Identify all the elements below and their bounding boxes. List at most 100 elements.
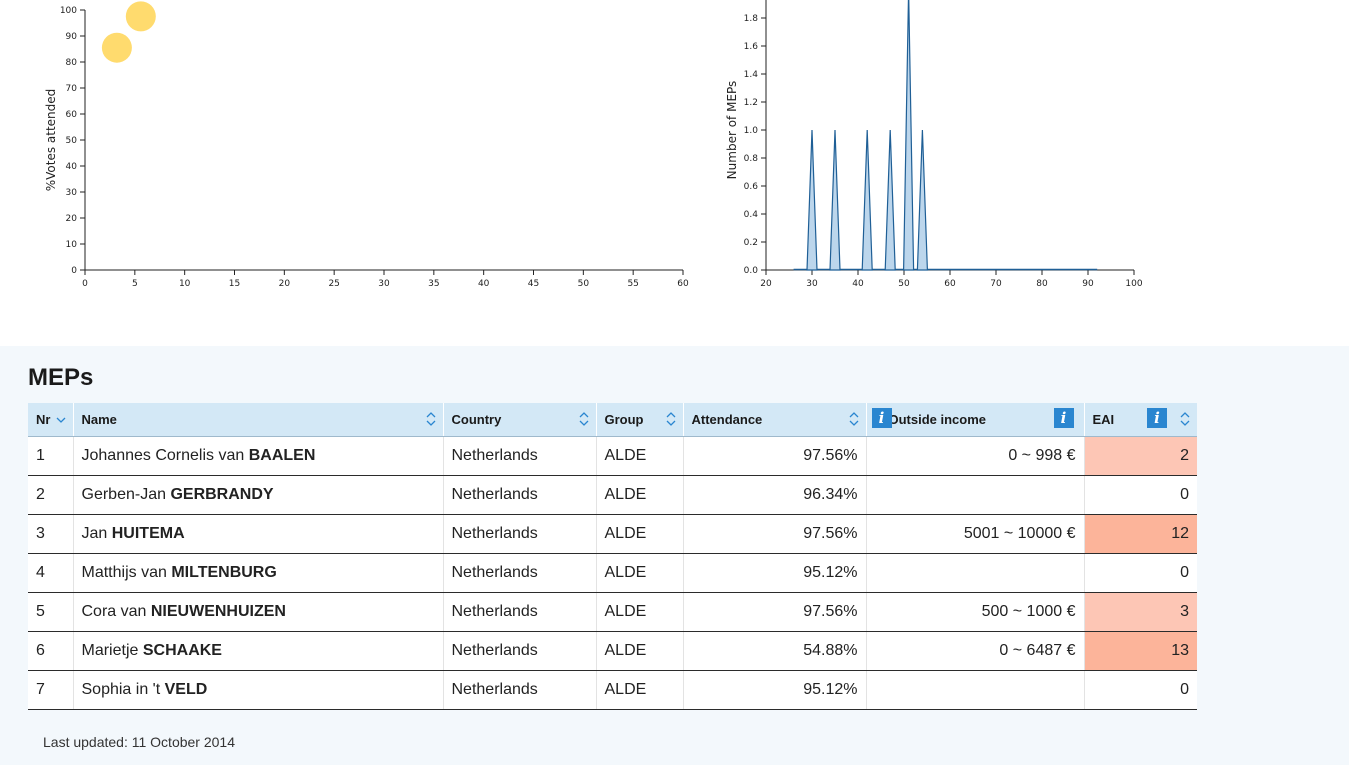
y-tick-label: 0.4	[744, 210, 759, 220]
cell-country: Netherlands	[442, 670, 596, 710]
x-tick-label: 20	[279, 279, 291, 289]
x-tick-label: 15	[229, 279, 240, 289]
x-tick-label: 40	[852, 279, 864, 289]
column-header-group[interactable]: Group	[595, 403, 683, 437]
column-label: Outside income	[888, 412, 987, 427]
y-tick-label: 1.6	[744, 42, 759, 52]
distribution-peak	[902, 0, 915, 271]
column-header-attendance[interactable]: Attendance	[682, 403, 866, 437]
attendance-distribution-chart: 20 30 40 50 60 70 80 90 100 0.0 0.2 0.4 0.6 0.8 1.0 1.2…	[725, 0, 1143, 289]
cell-group: ALDE	[595, 553, 683, 593]
table-row[interactable]: 4 Matthijs van MILTENBURG Netherlands ALDE 9…	[28, 553, 1197, 593]
column-header-name[interactable]: Name	[72, 403, 443, 437]
cell-group: ALDE	[595, 670, 683, 710]
table-row[interactable]: 3 Jan HUITEMA Netherlands ALDE 97.56% 5001 ~ …	[28, 514, 1197, 554]
first-name: Gerben-Jan	[81, 486, 167, 503]
sort-both-icon[interactable]	[1179, 410, 1191, 428]
y-tick-label: 60	[66, 110, 78, 120]
info-icon[interactable]: i	[871, 408, 892, 428]
y-tick-label: 0.2	[744, 238, 758, 248]
x-tick-label: 90	[1082, 279, 1094, 289]
x-tick-label: 60	[944, 279, 956, 289]
y-tick-label: 0.0	[744, 266, 759, 276]
last-name: GERBRANDY	[170, 486, 274, 503]
cell-name[interactable]: Sophia in 't VELD	[72, 670, 443, 710]
table-row[interactable]: 5 Cora van NIEUWENHUIZEN Netherlands ALDE 97…	[28, 592, 1197, 632]
table-row[interactable]: 7 Sophia in 't VELD Netherlands ALDE 95.12% 0	[28, 670, 1197, 710]
x-tick-label: 40	[478, 279, 490, 289]
cell-name[interactable]: Marietje SCHAAKE	[72, 631, 443, 671]
cell-attendance: 97.56%	[682, 514, 866, 554]
sort-desc-icon[interactable]	[55, 410, 67, 428]
sort-both-icon[interactable]	[665, 410, 677, 428]
cell-attendance: 97.56%	[682, 436, 866, 476]
x-tick-label: 35	[428, 279, 439, 289]
cell-nr: 4	[28, 553, 73, 593]
y-axis-title: Number of MEPs	[725, 81, 739, 180]
column-header-nr[interactable]: Nr	[28, 403, 73, 437]
cell-country: Netherlands	[442, 514, 596, 554]
sort-both-icon[interactable]	[848, 410, 860, 428]
scatter-point	[101, 32, 132, 63]
cell-attendance: 54.88%	[682, 631, 866, 671]
cell-name[interactable]: Gerben-Jan GERBRANDY	[72, 475, 443, 515]
first-name: Cora van	[81, 603, 147, 620]
column-label: Nr	[36, 412, 51, 427]
info-icon[interactable]: i	[1147, 408, 1167, 428]
x-tick-label: 30	[378, 279, 390, 289]
table-row[interactable]: 2 Gerben-Jan GERBRANDY Netherlands ALDE 96.3…	[28, 475, 1197, 515]
x-tick-label: 70	[990, 279, 1002, 289]
last-name: MILTENBURG	[171, 564, 277, 581]
first-name: Sophia in 't	[81, 681, 161, 698]
section-title: MEPs	[28, 364, 94, 391]
y-tick-label: 100	[60, 6, 77, 16]
last-name: VELD	[164, 681, 208, 698]
cell-outside-income: 5001 ~ 10000 €	[865, 514, 1084, 554]
table-row[interactable]: 1 Johannes Cornelis van BAALEN Netherlands…	[28, 436, 1197, 476]
column-header-country[interactable]: Country	[442, 403, 596, 437]
y-tick-label: 20	[66, 214, 78, 224]
cell-eai: 0	[1083, 670, 1197, 710]
column-label: Group	[604, 412, 644, 427]
y-tick-label: 90	[66, 32, 78, 42]
x-tick-label: 0	[82, 279, 88, 289]
cell-eai: 2	[1083, 436, 1197, 476]
x-tick-label: 30	[806, 279, 818, 289]
y-tick-label: 10	[66, 240, 78, 250]
y-tick-label: 0.6	[744, 182, 759, 192]
cell-name[interactable]: Jan HUITEMA	[72, 514, 443, 554]
attendance-scatter-chart: 0 5 10 15 20 25 30 35 40 45 50 55 60 0 10 20 30 40 50 60 70 8…	[44, 1, 689, 289]
cell-nr: 5	[28, 592, 73, 632]
cell-name[interactable]: Johannes Cornelis van BAALEN	[72, 436, 443, 476]
last-name: HUITEMA	[111, 525, 185, 542]
x-tick-label: 25	[328, 279, 339, 289]
x-tick-label: 50	[898, 279, 910, 289]
cell-outside-income	[865, 670, 1084, 710]
cell-nr: 7	[28, 670, 73, 710]
x-tick-label: 45	[528, 279, 539, 289]
cell-attendance: 97.56%	[682, 592, 866, 632]
sort-both-icon[interactable]	[425, 410, 437, 428]
column-label: Name	[81, 412, 117, 427]
last-name: BAALEN	[248, 447, 316, 464]
cell-nr: 3	[28, 514, 73, 554]
cell-group: ALDE	[595, 592, 683, 632]
y-tick-label: 1.4	[744, 70, 759, 80]
cell-name[interactable]: Matthijs van MILTENBURG	[72, 553, 443, 593]
x-tick-label: 100	[1125, 279, 1142, 289]
cell-group: ALDE	[595, 514, 683, 554]
table-row[interactable]: 6 Marietje SCHAAKE Netherlands ALDE 54.88% 0 …	[28, 631, 1197, 671]
sort-both-icon[interactable]	[578, 410, 590, 428]
x-tick-label: 20	[760, 279, 772, 289]
y-tick-label: 0.8	[744, 154, 759, 164]
info-icon[interactable]: i	[1053, 408, 1074, 428]
cell-outside-income: 0 ~ 6487 €	[865, 631, 1084, 671]
column-header-eai[interactable]: EAI i	[1083, 403, 1197, 437]
cell-outside-income	[865, 475, 1084, 515]
last-updated-text: Last updated: 11 October 2014	[43, 734, 235, 750]
y-tick-label: 70	[66, 84, 78, 94]
x-tick-label: 55	[627, 279, 638, 289]
cell-name[interactable]: Cora van NIEUWENHUIZEN	[72, 592, 443, 632]
column-header-outside-income[interactable]: Outside income i i	[865, 403, 1084, 437]
first-name: Matthijs van	[81, 564, 167, 581]
